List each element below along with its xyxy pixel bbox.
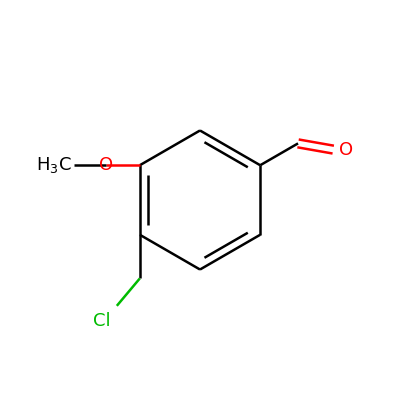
Text: O: O [99,156,113,174]
Text: H$_3$C: H$_3$C [36,155,72,175]
Text: O: O [339,141,353,159]
Text: Cl: Cl [93,312,111,330]
